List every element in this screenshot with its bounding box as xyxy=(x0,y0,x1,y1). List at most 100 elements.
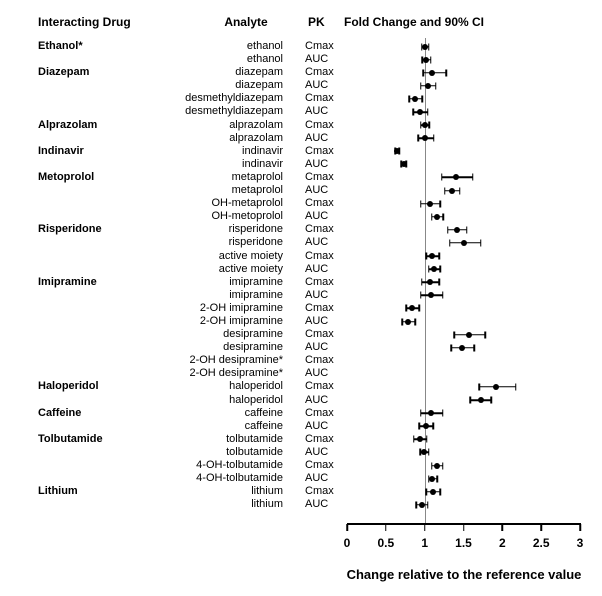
ci-cap xyxy=(427,501,429,509)
forest-cell xyxy=(347,79,580,92)
analyte-label: alprazolam xyxy=(229,131,283,144)
drug-label: Haloperidol xyxy=(38,380,99,393)
table-row: diazepam AUC xyxy=(0,79,602,92)
pk-label: Cmax xyxy=(305,406,334,419)
forest-cell xyxy=(347,223,580,236)
axis-tick-label: 1.5 xyxy=(455,536,472,550)
ci-cap xyxy=(438,278,441,286)
analyte-label: tolbutamide xyxy=(226,445,283,458)
pk-label: Cmax xyxy=(305,380,334,393)
ci-cap xyxy=(441,409,444,417)
ci-cap xyxy=(420,43,423,51)
analyte-label: lithium xyxy=(251,485,283,498)
pk-label: AUC xyxy=(305,131,329,144)
analyte-label: haloperidol xyxy=(229,380,283,393)
ci-cap xyxy=(427,448,430,456)
ci-cap xyxy=(427,265,430,273)
point-estimate xyxy=(434,213,441,220)
axis-tick xyxy=(462,524,465,531)
axis-tick xyxy=(423,524,426,531)
pk-label: Cmax xyxy=(305,354,334,367)
x-axis-ticks: 0 0.5 1 1.5 2 2.5 3 xyxy=(344,523,583,563)
point-estimate xyxy=(477,397,484,404)
point-estimate xyxy=(418,501,425,508)
ci-cap xyxy=(442,213,445,221)
point-estimate xyxy=(452,174,459,181)
forest-cell xyxy=(347,315,580,328)
ci-cap xyxy=(472,173,474,181)
ci-cap xyxy=(408,95,410,103)
point-estimate xyxy=(421,122,428,129)
drug-label: Metoprolol xyxy=(38,170,95,183)
analyte-label: metaprolol xyxy=(231,184,283,197)
analyte-label: metaprolol xyxy=(231,170,283,183)
analyte-label: 2-OH imipramine xyxy=(199,314,283,327)
point-estimate xyxy=(429,69,436,76)
table-row: Indinavir indinavir Cmax xyxy=(0,145,602,158)
pk-label: AUC xyxy=(305,393,329,406)
pk-label: AUC xyxy=(305,53,329,66)
drug-label: Tolbutamide xyxy=(38,432,103,445)
analyte-label: imipramine xyxy=(229,288,283,301)
pk-label: Cmax xyxy=(305,249,334,262)
pk-label: AUC xyxy=(305,341,329,354)
pk-label: AUC xyxy=(305,314,329,327)
pk-label: Cmax xyxy=(305,485,334,498)
pk-label: Cmax xyxy=(305,40,334,52)
forest-cell xyxy=(347,145,580,158)
table-row: caffeine AUC xyxy=(0,420,602,433)
ci-cap xyxy=(414,318,417,326)
x-axis-line xyxy=(347,523,581,525)
point-estimate xyxy=(409,305,416,312)
ci-cap xyxy=(428,121,431,129)
table-row: Lithium lithium Cmax xyxy=(0,485,602,498)
axis-tick-label: 1 xyxy=(421,536,428,550)
point-estimate xyxy=(420,449,427,456)
ci-cap xyxy=(418,304,420,312)
drug-label: Ethanol* xyxy=(38,40,83,52)
ci-cap xyxy=(427,475,430,483)
forest-cell xyxy=(347,105,580,118)
forest-cell xyxy=(347,328,580,341)
ci-cap xyxy=(469,396,472,404)
header-interacting-drug: Interacting Drug xyxy=(38,15,131,29)
point-estimate xyxy=(427,292,434,299)
table-row: ethanol AUC xyxy=(0,53,602,66)
forest-cell xyxy=(347,210,580,223)
point-estimate xyxy=(430,266,437,273)
ci-cap xyxy=(448,239,451,247)
table-row: Imipramine imipramine Cmax xyxy=(0,276,602,289)
point-estimate xyxy=(405,318,412,325)
pk-label: Cmax xyxy=(305,66,334,79)
pk-label: Cmax xyxy=(305,92,334,105)
ci-cap xyxy=(441,291,444,299)
ci-cap xyxy=(427,43,430,51)
ci-cap xyxy=(422,69,424,77)
ci-cap xyxy=(465,226,468,234)
analyte-label: desmethyldiazepam xyxy=(185,105,283,118)
forest-cell xyxy=(347,380,580,393)
ci-cap xyxy=(439,265,441,273)
analyte-label: diazepam xyxy=(235,66,283,79)
ci-cap xyxy=(426,435,428,443)
axis-tick-label: 2.5 xyxy=(532,536,550,550)
forest-cell xyxy=(347,53,580,66)
analyte-label: caffeine xyxy=(244,406,283,419)
table-row: OH-metoprolol AUC xyxy=(0,210,602,223)
axis-tick xyxy=(579,524,581,531)
table-row: Diazepam diazepam Cmax xyxy=(0,66,602,79)
point-estimate xyxy=(422,135,429,142)
ci-cap xyxy=(413,435,415,443)
analyte-label: ethanol xyxy=(246,53,283,66)
point-estimate xyxy=(493,383,500,390)
ci-cap xyxy=(430,462,433,470)
analyte-label: 4-OH-tolbutamide xyxy=(196,459,283,471)
pk-label: Cmax xyxy=(305,275,334,288)
table-row: tolbutamide AUC xyxy=(0,446,602,459)
column-headers: Interacting Drug Analyte PK Fold Change … xyxy=(0,15,602,31)
pk-label: AUC xyxy=(305,498,329,511)
pk-label: AUC xyxy=(305,367,329,380)
analyte-label: indinavir xyxy=(242,144,283,157)
table-row: indinavir AUC xyxy=(0,158,602,171)
analyte-label: desipramine xyxy=(223,328,283,341)
